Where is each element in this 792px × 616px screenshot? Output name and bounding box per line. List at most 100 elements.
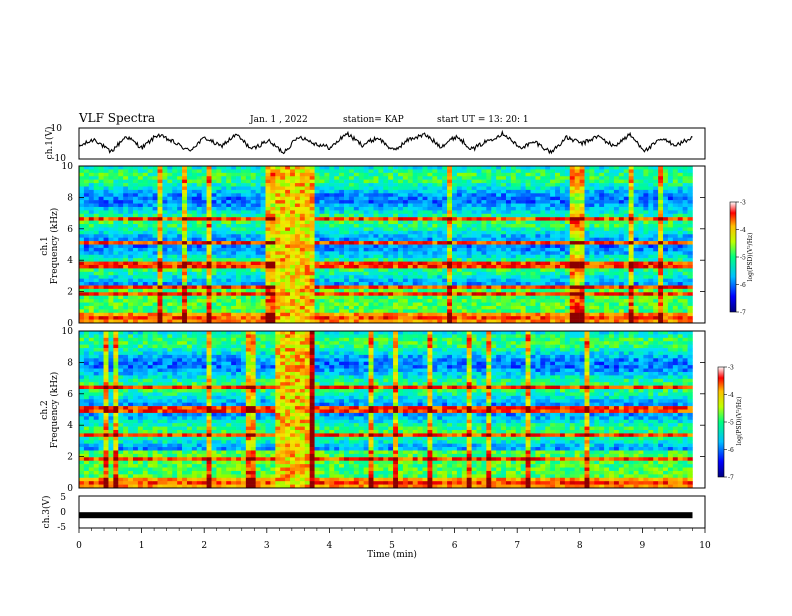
spectrogram-cell: [329, 196, 335, 201]
spectrogram-cell: [162, 196, 168, 201]
spectrogram-cell: [206, 213, 212, 218]
spectrogram-cell: [599, 319, 605, 324]
spectrogram-cell: [452, 261, 458, 266]
spectrogram-cell: [456, 275, 463, 279]
spectrogram-cell: [525, 261, 531, 266]
spectrogram-cell: [309, 254, 315, 259]
spectrogram-cell: [461, 299, 468, 303]
spectrogram-cell: [137, 264, 144, 269]
spectrogram-cell: [393, 302, 399, 307]
spectrogram-cell: [304, 217, 310, 221]
spectrogram-cell: [275, 234, 281, 238]
spectrogram-cell: [520, 186, 526, 191]
spectrogram-cell: [201, 302, 207, 307]
spectrogram-cell: [339, 169, 345, 174]
spectrogram-cell: [137, 268, 144, 273]
spectrogram-cell: [388, 237, 394, 242]
spectrogram-cell: [535, 258, 541, 262]
spectrogram-cell: [515, 166, 522, 170]
spectrogram-cell: [452, 282, 458, 286]
spectrogram-cell: [196, 179, 202, 184]
spectrogram-cell: [461, 196, 468, 201]
spectrogram-cell: [515, 251, 522, 256]
spectrogram-cell: [584, 179, 590, 184]
spectrogram-cell: [604, 316, 610, 320]
spectrogram-cell: [515, 305, 522, 310]
spectrogram-cell: [304, 282, 310, 286]
spectrogram-cell: [162, 275, 168, 279]
spectrogram-cell: [417, 254, 423, 259]
spectrogram-cell: [88, 278, 95, 283]
spectrogram-cell: [128, 268, 134, 273]
spectrogram-cell: [589, 292, 595, 296]
spectrogram-cell: [79, 285, 85, 290]
spectrogram-cell: [417, 179, 423, 184]
spectrogram-cell: [245, 166, 252, 170]
spectrogram-cell: [402, 193, 409, 198]
spectrogram-cell: [447, 206, 453, 211]
spectrogram-cell: [240, 312, 247, 317]
spectrogram-cell: [545, 230, 551, 235]
spectrogram-cell: [270, 258, 276, 262]
spectrogram-cell: [525, 319, 531, 324]
spectrogram-cell: [113, 217, 119, 221]
spectrogram-cell: [545, 292, 551, 296]
spectrogram-cell: [422, 234, 428, 238]
spectrogram-cell: [319, 285, 325, 290]
spectrogram-cell: [255, 224, 261, 228]
spectrogram-cell: [309, 220, 315, 225]
spectrogram-cell: [398, 206, 404, 211]
spectrogram-cell: [358, 176, 364, 180]
spectrogram-cell: [412, 186, 418, 191]
spectrogram-cell: [250, 237, 256, 242]
spectrogram-cell: [422, 230, 428, 235]
spectrogram-cell: [471, 261, 477, 266]
spectrogram-cell: [461, 210, 468, 215]
spectrogram-cell: [535, 213, 541, 218]
spectrogram-cell: [432, 302, 438, 307]
spectrogram-cell: [589, 244, 595, 249]
spectrogram-cell: [137, 196, 144, 201]
spectrogram-cell: [353, 200, 360, 204]
spectrogram-cell: [177, 176, 183, 180]
spectrogram-cell: [510, 200, 517, 204]
spectrogram-cell: [280, 282, 286, 286]
spectrogram-cell: [594, 213, 600, 218]
spectrogram-cell: [250, 275, 256, 279]
spectrogram-cell: [476, 227, 482, 232]
spectrogram-cell: [510, 172, 517, 177]
spectrogram-cell: [265, 166, 271, 170]
spectrogram-cell: [231, 251, 237, 256]
spectrogram-cell: [496, 183, 502, 187]
spectrogram-cell: [555, 309, 561, 314]
spectrogram-cell: [162, 230, 168, 235]
spectrogram-cell: [550, 234, 556, 238]
spectrogram-cell: [304, 271, 310, 276]
spectrogram-cell: [388, 186, 394, 191]
spectrogram-cell: [314, 200, 320, 204]
spectrogram-cell: [437, 206, 443, 211]
spectrogram-cell: [280, 176, 286, 180]
spectrogram-cell: [319, 271, 325, 276]
spectrogram-cell: [348, 189, 355, 194]
spectrogram-cell: [304, 193, 310, 198]
spectrogram-cell: [280, 271, 286, 276]
spectrogram-cell: [275, 241, 281, 245]
spectrogram-cell: [290, 305, 296, 310]
spectrogram-cell: [93, 268, 99, 273]
spectrogram-cell: [132, 261, 139, 266]
spectrogram-cell: [206, 288, 212, 293]
spectrogram-cell: [402, 302, 409, 307]
spectrogram-cell: [270, 166, 276, 170]
spectrogram-cell: [196, 288, 202, 293]
spectrogram-cell: [196, 206, 202, 211]
spectrogram-cell: [383, 220, 389, 225]
spectrogram-cell: [132, 230, 139, 235]
spectrogram-cell: [486, 183, 492, 187]
spectrogram-cell: [162, 200, 168, 204]
spectrogram-cell: [525, 189, 531, 194]
spectrogram-cell: [290, 237, 296, 242]
spectrogram-cell: [128, 312, 134, 317]
spectrogram-cell: [609, 183, 615, 187]
spectrogram-cell: [147, 278, 153, 283]
